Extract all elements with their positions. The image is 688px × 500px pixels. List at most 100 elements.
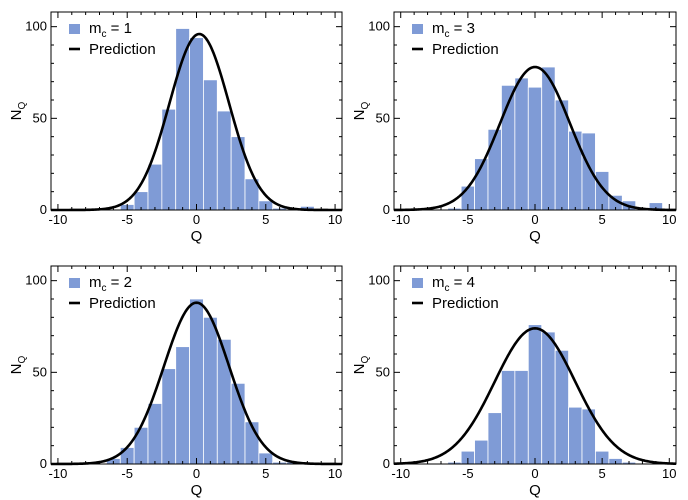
x-tick-label: 10 [328,212,342,227]
legend-label-main: m [89,274,102,291]
histogram-bar [582,133,595,210]
x-tick-label: -10 [391,212,410,227]
legend-label-histogram: mc = 4 [432,274,475,294]
histogram-bars [448,325,636,464]
y-axis-title-subscript: Q [360,101,371,109]
legend-swatch-histogram [69,24,80,34]
y-tick-label: 0 [40,456,47,471]
x-tick-label: -10 [49,212,68,227]
legend-swatch-histogram [412,24,423,34]
x-tick-label: -5 [121,466,133,481]
x-axis-title: Q [529,228,541,245]
x-tick-label: -5 [462,212,474,227]
y-tick-label: 100 [25,273,47,288]
y-tick-label: 50 [33,364,47,379]
legend-label-main: m [89,20,102,37]
histogram-bar [528,325,541,464]
x-tick-label: 0 [531,466,538,481]
x-axis-title: Q [191,228,203,245]
y-tick-label: 0 [383,456,390,471]
legend-label-histogram: mc = 1 [89,20,132,40]
histogram-bars [106,299,300,464]
y-tick-label: 100 [368,273,390,288]
histogram-bar [528,87,541,210]
histogram-bar [515,371,528,465]
histogram-bar [176,347,190,464]
x-tick-label: 5 [262,212,269,227]
y-axis-title: NQ [8,101,28,120]
legend-label-rest: = 1 [107,20,132,37]
legend-label-histogram: mc = 2 [89,274,132,294]
histogram-bar [217,339,231,464]
y-tick-label: 0 [40,202,47,217]
legend-swatch-histogram [69,278,80,288]
histogram-bar [488,129,501,210]
histogram-bar [148,164,162,210]
x-tick-label: -5 [462,466,474,481]
x-tick-label: -10 [49,466,68,481]
legend-label-rest: = 2 [107,274,132,291]
legend-label-prediction: Prediction [89,41,156,58]
histogram-bar [569,407,582,464]
x-tick-label: -5 [121,212,133,227]
legend-label-prediction: Prediction [432,41,499,58]
histogram-bar [203,317,217,464]
legend-label-prediction: Prediction [432,295,499,312]
x-tick-label: 5 [262,466,269,481]
y-tick-label: 100 [368,19,390,34]
histogram-bar [555,350,568,464]
y-tick-label: 50 [33,110,47,125]
x-tick-label: -10 [391,466,410,481]
histogram-bar [190,299,204,464]
x-tick-label: 10 [328,466,342,481]
x-tick-label: 5 [599,212,606,227]
x-tick-label: 10 [662,466,676,481]
y-axis-title-main: N [8,109,25,120]
x-axis-title: Q [529,482,541,499]
x-axis-title: Q [191,482,203,499]
y-tick-label: 100 [25,19,47,34]
y-axis-title-main: N [351,363,368,374]
x-tick-label: 0 [193,212,200,227]
legend-label-prediction: Prediction [89,295,156,312]
histogram-bar [488,413,501,464]
legend-swatch-histogram [412,278,423,288]
legend-label-main: m [432,20,445,37]
y-axis-title-subscript: Q [360,355,371,363]
y-axis-title: NQ [8,355,28,374]
histogram-bar [501,371,514,465]
histogram-bar [515,78,528,210]
histogram-bar [190,38,204,210]
legend-label-main: m [432,274,445,291]
histogram-bar [542,67,555,210]
x-tick-label: 0 [193,466,200,481]
legend-label-histogram: mc = 3 [432,20,475,40]
histogram-bar [569,131,582,210]
x-tick-label: 0 [531,212,538,227]
histogram-bar [162,369,176,464]
y-axis-title-main: N [351,109,368,120]
y-tick-label: 50 [376,364,390,379]
histogram-bar [203,80,217,210]
histogram-bar [475,440,488,464]
y-axis-title-subscript: Q [17,355,28,363]
histogram-bar [217,111,231,210]
y-tick-label: 0 [383,202,390,217]
x-tick-label: 10 [662,212,676,227]
legend-label-rest: = 3 [450,20,475,37]
y-axis-title: NQ [351,101,371,120]
x-tick-label: 5 [599,466,606,481]
y-axis-title: NQ [351,355,371,374]
histogram-bar [148,404,162,465]
y-tick-label: 50 [376,110,390,125]
histogram-bar [542,332,555,464]
legend-label-rest: = 4 [450,274,475,291]
